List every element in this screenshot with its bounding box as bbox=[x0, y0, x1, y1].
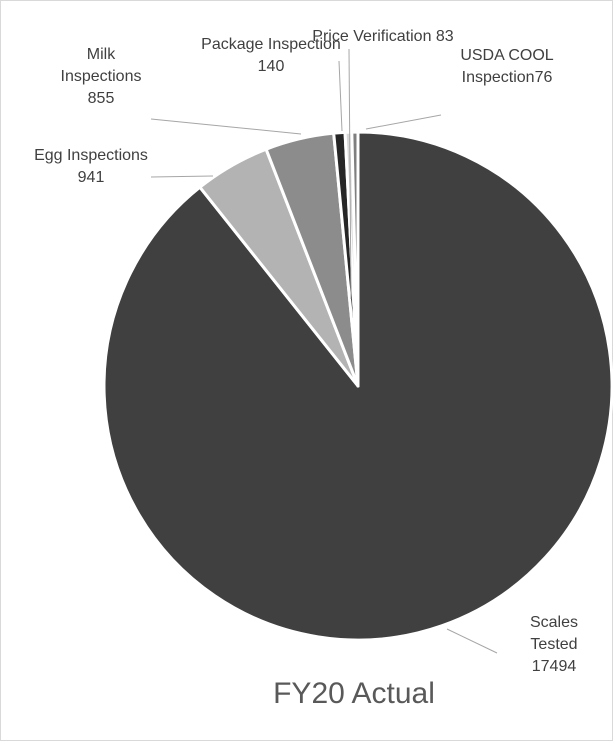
data-label-line: 17494 bbox=[532, 658, 577, 675]
data-label-line: 941 bbox=[78, 169, 105, 186]
chart-title: FY20 Actual bbox=[273, 677, 435, 710]
data-label-line: 855 bbox=[88, 90, 115, 107]
leader-line bbox=[338, 60, 343, 132]
data-label-line: USDA COOL bbox=[460, 47, 553, 64]
data-label-line: Package Inspection bbox=[201, 36, 341, 53]
data-label: Scales Tested 17494 bbox=[530, 614, 578, 675]
data-label-line: Price Verification 83 bbox=[312, 28, 454, 45]
leader-line bbox=[150, 175, 214, 178]
data-label-line: 140 bbox=[258, 58, 285, 75]
data-label-line: Tested bbox=[530, 636, 577, 653]
leader-line bbox=[446, 628, 498, 654]
data-label: Price Verification 83 bbox=[312, 28, 454, 45]
data-label-line: Inspection76 bbox=[462, 69, 553, 86]
leader-line bbox=[365, 114, 442, 130]
data-label-line: Egg Inspections bbox=[34, 147, 148, 164]
leader-line bbox=[150, 118, 302, 135]
data-label-line: Inspections bbox=[61, 68, 142, 85]
pie-slice bbox=[350, 130, 360, 388]
leader-line bbox=[348, 48, 352, 300]
data-label-line: Scales bbox=[530, 614, 578, 631]
data-label-line: Milk bbox=[87, 46, 116, 63]
data-label: USDA COOL Inspection76 bbox=[460, 47, 553, 86]
data-label: Milk Inspections 855 bbox=[61, 46, 142, 107]
data-label: Egg Inspections 941 bbox=[34, 147, 148, 186]
data-label: Package Inspection 140 bbox=[201, 36, 341, 75]
